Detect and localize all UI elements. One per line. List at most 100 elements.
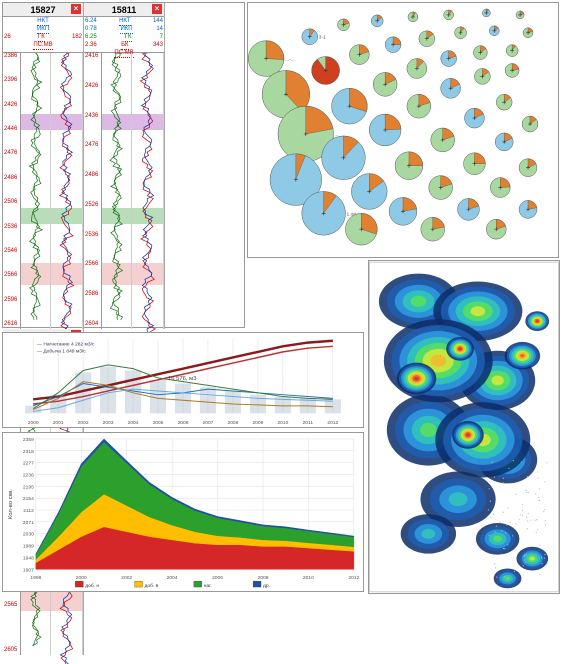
well-pie[interactable] — [385, 37, 401, 53]
well-pie[interactable] — [458, 198, 480, 220]
well-pie[interactable] — [322, 136, 366, 180]
well-pie[interactable] — [490, 178, 510, 198]
svg-text:2008: 2008 — [228, 420, 239, 426]
svg-text:3-1: 3-1 — [319, 35, 326, 41]
svg-text:2008: 2008 — [258, 575, 269, 581]
curve-legend: НКТИКП26ГК182ПС.МВ — [3, 17, 83, 53]
svg-text:доб. в: доб. в — [144, 583, 158, 589]
timeseries-svg: 2000200120022003200420052006200720082009… — [3, 333, 363, 427]
well-pie[interactable] — [482, 9, 490, 17]
well-pie[interactable] — [505, 64, 519, 78]
well-pie[interactable] — [419, 31, 435, 47]
depth-tick: 2586 — [85, 291, 98, 297]
depth-tick: 2536 — [85, 232, 98, 238]
depth-tick: 2476 — [85, 142, 98, 148]
log-track — [132, 53, 164, 329]
depth-tick: 2436 — [85, 113, 98, 119]
svg-text:2112: 2112 — [23, 508, 34, 514]
svg-text:2012: 2012 — [327, 420, 338, 426]
svg-text:2002: 2002 — [121, 575, 132, 581]
depth-tick: 2566 — [4, 272, 17, 278]
well-pie[interactable] — [441, 51, 457, 67]
well-pie[interactable] — [395, 152, 423, 180]
well-id: 15827 — [30, 5, 55, 15]
well-pie[interactable] — [495, 133, 513, 151]
well-log-panel: 15827×НКТИКП26ГК182ПС.МВ2386239624262446… — [2, 2, 245, 328]
stacked-area-panel: 1907194819892030207121122154219522362277… — [2, 432, 364, 592]
well-pie[interactable] — [431, 128, 455, 152]
well-pie[interactable] — [455, 27, 467, 39]
well-pie[interactable] — [486, 219, 506, 239]
close-icon[interactable]: × — [71, 4, 81, 14]
depth-axis: 2386239624262446247624862506253625462566… — [3, 53, 21, 329]
well-pie[interactable] — [349, 45, 369, 65]
well-pie[interactable] — [351, 174, 387, 210]
well-pie[interactable] — [441, 78, 461, 98]
depth-tick: 2426 — [4, 102, 17, 108]
well-pie[interactable] — [496, 94, 512, 110]
svg-text:доб. н: доб. н — [85, 583, 99, 589]
close-icon[interactable]: × — [152, 4, 162, 14]
svg-text:2010: 2010 — [303, 575, 314, 581]
well-pie[interactable]: 3-1 — [302, 29, 326, 45]
well-pie[interactable] — [389, 197, 417, 225]
svg-text:наг.: наг. — [204, 584, 212, 589]
well-pie[interactable] — [519, 159, 537, 177]
well-pie[interactable] — [506, 45, 518, 57]
well-pie[interactable] — [474, 68, 490, 84]
bubble-map-panel: ...-...3-1...1.оп — [247, 2, 559, 258]
well-pie[interactable] — [522, 116, 538, 132]
chart-annotation: 16 576, м3 — [168, 376, 196, 382]
stacked-svg: 1907194819892030207121122154219522362277… — [3, 433, 363, 591]
svg-text:2011: 2011 — [303, 420, 314, 426]
well-pie[interactable] — [464, 153, 486, 175]
well-pie[interactable] — [369, 114, 401, 146]
well-pie[interactable] — [523, 28, 533, 38]
depth-tick: 2486 — [85, 172, 98, 178]
svg-text:2006: 2006 — [212, 575, 223, 581]
well-pie[interactable] — [489, 26, 499, 36]
well-pie[interactable] — [312, 57, 340, 85]
svg-text:1998: 1998 — [30, 575, 41, 581]
svg-text:2004: 2004 — [128, 420, 139, 426]
well-pie[interactable] — [516, 11, 524, 19]
well-pie[interactable] — [429, 176, 453, 200]
svg-text:2318: 2318 — [23, 449, 34, 455]
well-pie[interactable] — [332, 88, 368, 124]
well-id: 15811 — [112, 5, 137, 15]
well-column: 15827×НКТИКП26ГК182ПС.МВ2386239624262446… — [3, 3, 84, 329]
timeseries-panel: 2000200120022003200420052006200720082009… — [2, 332, 364, 428]
depth-tick: 2605 — [4, 647, 17, 653]
svg-text:2071: 2071 — [23, 520, 34, 526]
well-pie[interactable] — [407, 59, 427, 79]
svg-text:2001: 2001 — [53, 420, 64, 426]
depth-tick: 2596 — [4, 297, 17, 303]
depth-tick: 2566 — [85, 261, 98, 267]
depth-tick: 2426 — [85, 83, 98, 89]
well-pie[interactable] — [338, 19, 350, 31]
well-pie[interactable] — [373, 72, 397, 96]
well-pie[interactable] — [408, 12, 418, 22]
svg-text:2006: 2006 — [178, 420, 189, 426]
well-pie[interactable] — [421, 217, 445, 241]
well-pie[interactable] — [407, 94, 431, 118]
well-pie[interactable] — [371, 15, 383, 27]
well-pie[interactable] — [465, 108, 485, 128]
well-pie[interactable] — [444, 10, 454, 20]
well-pie[interactable] — [519, 200, 537, 218]
well-pie[interactable] — [473, 46, 487, 60]
heatmap-svg — [369, 261, 559, 593]
depth-tick: 2536 — [4, 224, 17, 230]
well-pie[interactable] — [345, 213, 377, 245]
svg-text:2195: 2195 — [23, 484, 34, 490]
bubble-map-svg: ...-...3-1...1.оп — [248, 3, 558, 257]
depth-tick: 2446 — [4, 126, 17, 132]
svg-text:2030: 2030 — [23, 532, 34, 538]
svg-text:2012: 2012 — [348, 575, 359, 581]
curve-legend: 6.24НКТ1440.78ИКП146.25ГК72.36БК343ПС.МВ — [84, 17, 164, 53]
svg-text:Кол-во скв.: Кол-во скв. — [8, 489, 14, 520]
well-header: 15811 × — [84, 3, 164, 17]
svg-text:2002: 2002 — [78, 420, 89, 426]
svg-text:2277: 2277 — [23, 461, 34, 467]
svg-text:2000: 2000 — [76, 575, 87, 581]
